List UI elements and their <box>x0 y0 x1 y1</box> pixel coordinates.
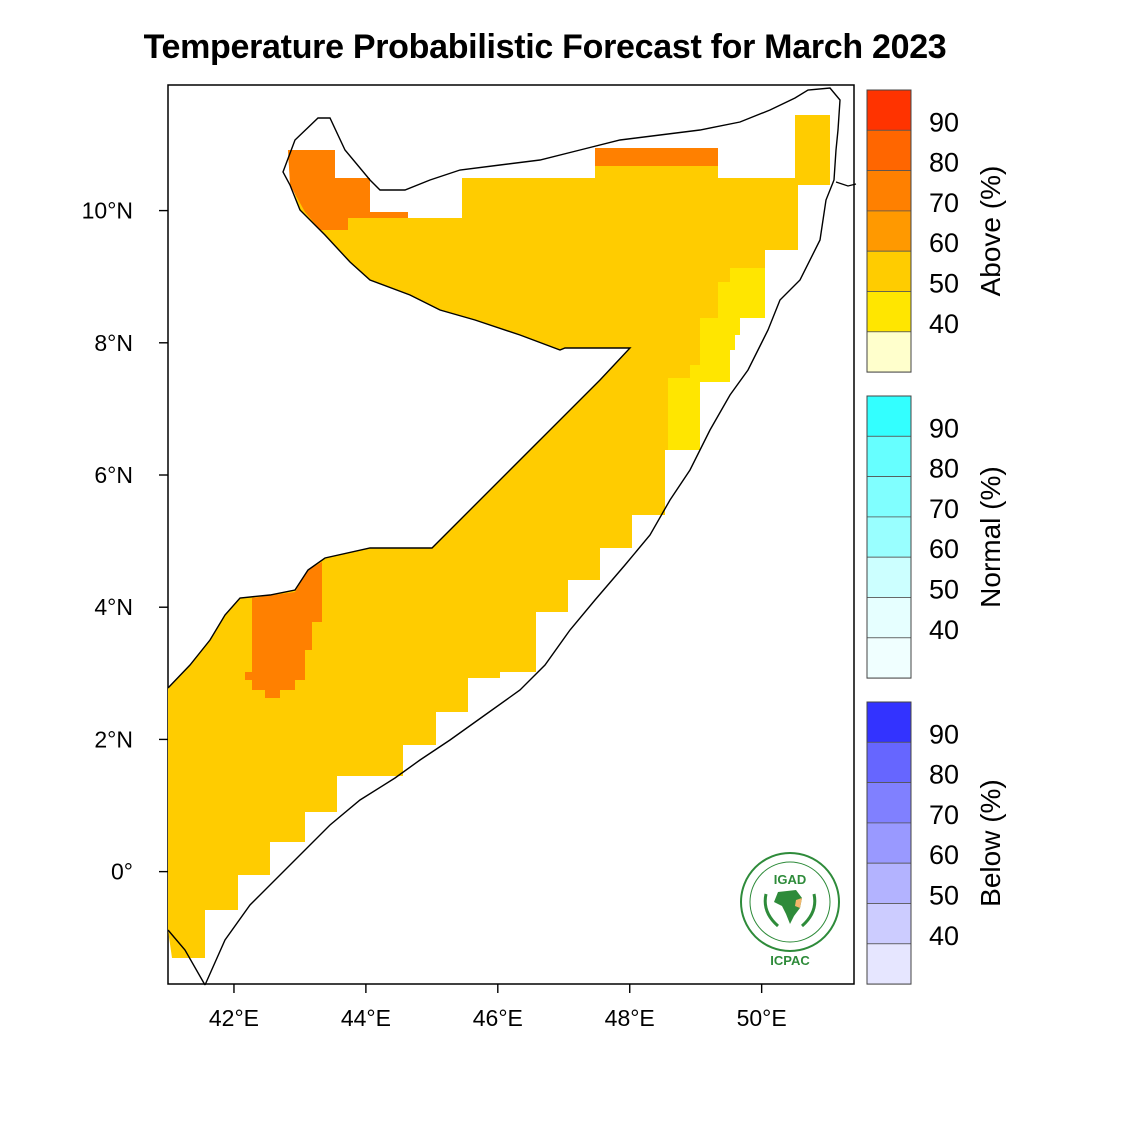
colorbar-cell <box>866 782 912 824</box>
colorbar-cell <box>866 741 912 783</box>
colorbar-title: Normal (%) <box>975 466 1006 608</box>
colorbar-border <box>866 395 912 679</box>
colorbar-level-label: 90 <box>929 719 959 749</box>
above-70-80-gedo <box>245 562 322 698</box>
colorbar-border <box>866 701 912 985</box>
colorbar-level-label: 40 <box>929 615 959 645</box>
colorbar-cell <box>866 291 912 333</box>
horn-tip-detail <box>835 181 857 187</box>
above-70-80-northwest <box>288 150 408 230</box>
colorbar-level-label: 70 <box>929 800 959 830</box>
colorbar-cell <box>866 903 912 945</box>
colorbar-level-label: 40 <box>929 921 959 951</box>
colorbar-level-label: 80 <box>929 454 959 484</box>
colorbar-cell <box>866 943 912 985</box>
colorbar-cell <box>866 516 912 558</box>
colorbar-border <box>866 89 912 373</box>
colorbar-title: Above (%) <box>975 166 1006 297</box>
forecast-shading <box>168 115 830 958</box>
y-axis-ticks: 10°N 8°N 6°N 4°N 2°N 0° <box>82 198 168 885</box>
country-outline <box>167 87 841 986</box>
colorbars: 90 80 70 60 50 40 Above (%) 90 80 70 60 50 40 Normal … <box>866 89 1006 985</box>
y-tick-label: 10°N <box>82 198 133 224</box>
colorbar-level-label: 50 <box>929 269 959 299</box>
colorbar-normal: 90 80 70 60 50 40 Normal (%) <box>866 395 1006 679</box>
colorbar-cell <box>866 822 912 864</box>
colorbar-cell <box>866 637 912 679</box>
x-tick-label: 50°E <box>737 1005 787 1031</box>
colorbar-cell <box>866 210 912 252</box>
colorbar-above: 90 80 70 60 50 40 Above (%) <box>866 89 1006 373</box>
map-title: Temperature Probabilistic Forecast for M… <box>143 28 947 66</box>
colorbar-cell <box>866 331 912 373</box>
colorbar-level-label: 50 <box>929 881 959 911</box>
laurel-icon <box>763 893 817 928</box>
colorbar-level-label: 90 <box>929 413 959 443</box>
above-40-50-region <box>668 268 765 450</box>
above-50-60-region <box>168 115 830 958</box>
southern-boundary <box>167 929 206 986</box>
x-axis-ticks: 42°E 44°E 46°E 48°E 50°E <box>209 984 787 1031</box>
colorbar-level-label: 80 <box>929 148 959 178</box>
colorbar-cell <box>866 597 912 639</box>
colorbar-cell <box>866 435 912 477</box>
y-tick-label: 6°N <box>94 462 133 488</box>
colorbar-cell <box>866 701 912 743</box>
above-70-80-north-coast <box>595 148 718 166</box>
colorbar-level-label: 40 <box>929 309 959 339</box>
igad-icpac-logo: IGAD ICPAC <box>740 852 840 968</box>
x-tick-label: 44°E <box>341 1005 391 1031</box>
x-tick-label: 42°E <box>209 1005 259 1031</box>
africa-icon <box>774 890 802 924</box>
logo-name: IGAD <box>774 872 807 887</box>
colorbar-cell <box>866 89 912 131</box>
colorbar-level-label: 90 <box>929 107 959 137</box>
colorbar-level-label: 70 <box>929 188 959 218</box>
colorbar-cell <box>866 170 912 212</box>
logo-subtitle: ICPAC <box>770 953 810 968</box>
colorbar-cell <box>866 556 912 598</box>
colorbar-level-label: 60 <box>929 228 959 258</box>
colorbar-cell <box>866 250 912 292</box>
colorbar-level-label: 60 <box>929 534 959 564</box>
colorbar-cell <box>866 395 912 437</box>
colorbar-title: Below (%) <box>975 779 1006 907</box>
y-tick-label: 0° <box>111 859 133 885</box>
colorbar-level-label: 80 <box>929 760 959 790</box>
y-tick-label: 2°N <box>94 726 133 752</box>
colorbar-below: 90 80 70 60 50 40 Below (%) <box>866 701 1006 985</box>
colorbar-level-label: 70 <box>929 494 959 524</box>
colorbar-cell <box>866 129 912 172</box>
colorbar-cell <box>866 862 912 904</box>
colorbar-level-label: 60 <box>929 840 959 870</box>
y-tick-label: 4°N <box>94 594 133 620</box>
colorbar-cell <box>866 476 912 518</box>
x-tick-label: 46°E <box>473 1005 523 1031</box>
colorbar-level-label: 50 <box>929 575 959 605</box>
y-tick-label: 8°N <box>94 330 133 356</box>
x-tick-label: 48°E <box>605 1005 655 1031</box>
